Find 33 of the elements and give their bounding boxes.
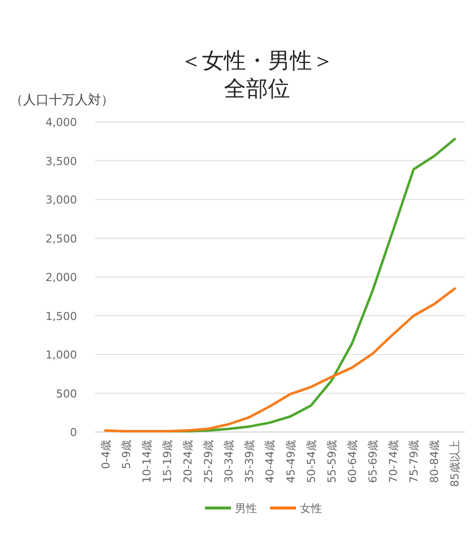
x-tick-label: 0-4歳 [99,440,112,469]
y-tick-label: 2,000 [46,271,77,284]
x-tick-label: 15-19歳 [160,440,174,483]
line-series [104,287,456,432]
x-tick-label: 70-74歳 [387,440,400,483]
y-tick-label: 4,000 [46,116,77,129]
x-tick-label: 35-39歳 [243,440,256,483]
y-tick-label: 0 [70,426,77,439]
y-axis-title: （人口十万人対） [10,92,114,108]
y-tick-label: 1,000 [46,348,77,362]
y-tick-label: 3,000 [46,194,77,206]
x-tick-label: 65-69歳 [366,440,380,483]
x-tick-label: 60-64歳 [346,440,359,483]
x-tick-label: 55-59歳 [325,440,338,483]
chart-title: ＜女性・男性＞ [180,49,334,74]
x-tick-label: 20-24歳 [182,440,194,483]
x-tick-label: 10-14歳 [140,440,154,483]
x-tick-label: 25-29歳 [202,440,216,483]
y-tick-label: 500 [56,387,77,400]
x-tick-label: 45-49歳 [284,440,298,483]
x-tick-label: 75-79歳 [408,440,421,483]
x-tick-label: 30-34歳 [222,440,236,483]
x-tick-label: 85歳以上 [448,440,462,487]
x-tick-label: 40-44歳 [264,440,277,483]
legend-label: 男性 [235,502,257,515]
x-tick-label: 5-9歳 [120,440,133,469]
y-tick-label: 2,500 [46,232,77,246]
x-tick-label: 50-54歳 [304,440,318,483]
y-tick-label: 1,500 [46,310,77,323]
chart-subtitle: 全部位 [224,77,290,102]
y-tick-label: 3,500 [46,154,77,168]
x-tick-label: 80-84歳 [428,440,442,483]
legend-label: 女性 [300,502,322,515]
